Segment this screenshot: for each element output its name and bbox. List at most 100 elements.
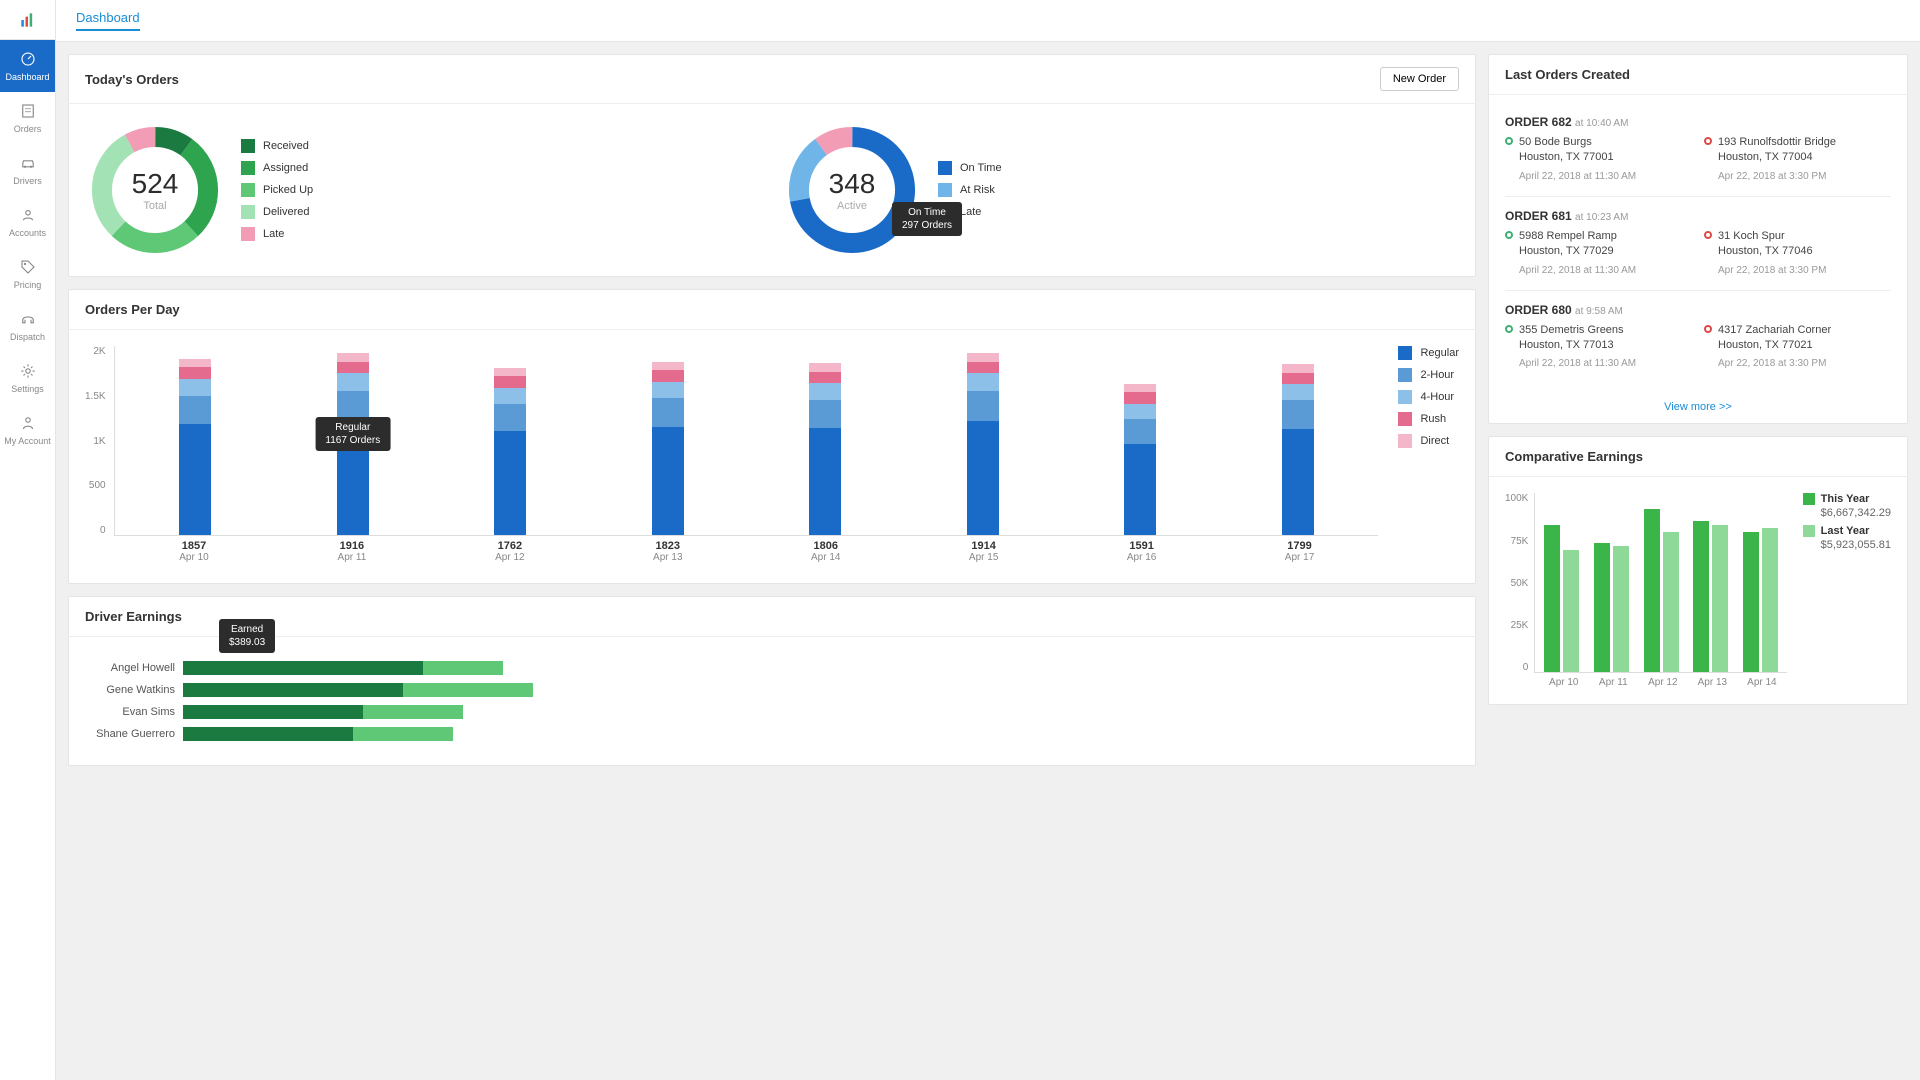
donut-active-tooltip: On Time297 Orders (892, 202, 962, 236)
legend-item: Direct (1398, 434, 1459, 448)
driver-earnings-chart: Earned$389.03Angel HowellGene WatkinsEva… (69, 637, 1475, 765)
legend-item: At Risk (938, 183, 1002, 197)
bar-segment (1282, 373, 1314, 384)
bar-segment (494, 431, 526, 536)
order-item[interactable]: ORDER 680 at 9:58 AM355 Demetris GreensH… (1505, 291, 1891, 384)
orders-per-day-legend: Regular2-Hour4-HourRushDirect (1398, 346, 1459, 567)
bar-group (753, 363, 898, 535)
page-title: Dashboard (76, 10, 140, 31)
dashboard-icon (19, 50, 37, 68)
sidebar-label: Accounts (9, 228, 46, 238)
bar-segment (494, 388, 526, 404)
order-item[interactable]: ORDER 681 at 10:23 AM5988 Rempel RampHou… (1505, 197, 1891, 291)
bar-this-year (1644, 509, 1660, 673)
dropoff-dot-icon (1704, 325, 1712, 333)
bar-segment (967, 391, 999, 421)
sidebar-label: Drivers (13, 176, 42, 186)
bar-segment (652, 398, 684, 427)
bar-segment (337, 362, 369, 373)
donut-total-value: 524 (132, 168, 179, 200)
main: Dashboard Today's Orders New Order (56, 0, 1920, 1080)
driver-tooltip: Earned$389.03 (219, 619, 275, 653)
driver-row: Gene Watkins (85, 683, 1459, 697)
bar-group (438, 368, 583, 535)
bar-this-year (1594, 543, 1610, 673)
donut-total-sub: Total (132, 200, 179, 212)
bar-segment (1282, 400, 1314, 429)
bar-segment (1124, 384, 1156, 393)
sidebar-item-accounts[interactable]: Accounts (0, 196, 55, 248)
driver-bar-segment (423, 661, 503, 675)
sidebar-item-dashboard[interactable]: Dashboard (0, 40, 55, 92)
bar-segment (1124, 444, 1156, 535)
car-icon (19, 154, 37, 172)
sidebar-item-my-account[interactable]: My Account (0, 404, 55, 456)
sidebar-label: Settings (11, 384, 44, 394)
gear-icon (19, 362, 37, 380)
person-icon (19, 414, 37, 432)
sidebar-item-settings[interactable]: Settings (0, 352, 55, 404)
orders-per-day-panel: Orders Per Day 2K1.5K1K5000Regular1167 O… (68, 289, 1476, 584)
sidebar-item-orders[interactable]: Orders (0, 92, 55, 144)
bar-segment (809, 363, 841, 372)
sidebar-item-drivers[interactable]: Drivers (0, 144, 55, 196)
bar-segment (179, 367, 211, 378)
view-more-link[interactable]: View more >> (1489, 391, 1907, 423)
driver-bar-segment (183, 727, 353, 741)
earnings-bar-group (1641, 509, 1681, 673)
headset-icon (19, 310, 37, 328)
driver-bar-segment (363, 705, 463, 719)
bar-segment (652, 427, 684, 535)
bar-group (910, 353, 1055, 535)
bar-segment (179, 396, 211, 425)
bar-group (1225, 364, 1370, 535)
orders-icon (19, 102, 37, 120)
new-order-button[interactable]: New Order (1380, 67, 1459, 91)
earnings-bar-group (1541, 525, 1581, 673)
bar-segment (809, 383, 841, 400)
earnings-bar-group (1741, 528, 1781, 672)
legend-item: Regular (1398, 346, 1459, 360)
order-item[interactable]: ORDER 682 at 10:40 AM50 Bode BurgsHousto… (1505, 103, 1891, 197)
bar-segment (1282, 364, 1314, 373)
orders-per-day-title: Orders Per Day (85, 302, 180, 317)
dropoff-dot-icon (1704, 137, 1712, 145)
legend-item: This Year (1803, 493, 1891, 505)
logo (0, 0, 55, 40)
bar-segment (809, 428, 841, 535)
bar-segment (337, 353, 369, 362)
bar-segment (652, 370, 684, 381)
driver-earnings-header: Driver Earnings (69, 597, 1475, 637)
bar-segment (179, 359, 211, 368)
legend-item: On Time (938, 161, 1002, 175)
bar-segment (652, 382, 684, 398)
bar-this-year (1544, 525, 1560, 673)
sidebar-item-pricing[interactable]: Pricing (0, 248, 55, 300)
sidebar-label: Pricing (14, 280, 42, 290)
driver-row: Evan Sims (85, 705, 1459, 719)
legend-item: Last Year (1803, 525, 1891, 537)
bar-segment (1124, 419, 1156, 444)
earnings-bar-group (1691, 521, 1731, 672)
driver-bar-segment (353, 727, 453, 741)
bar-segment (494, 404, 526, 431)
app-root: Dashboard Orders Drivers Accounts Pricing Dis… (0, 0, 1920, 1080)
right-column: Last Orders Created ORDER 682 at 10:40 A… (1488, 54, 1908, 766)
header: Dashboard (56, 0, 1920, 42)
bar-segment (967, 353, 999, 362)
comparative-earnings-chart: 100K75K50K25K0Apr 10Apr 11Apr 12Apr 13Ap… (1505, 493, 1787, 688)
donuts-row: 524 Total ReceivedAssignedPicked UpDeliv… (69, 104, 1475, 276)
sidebar-item-dispatch[interactable]: Dispatch (0, 300, 55, 352)
donut-active: 348 Active (782, 120, 922, 260)
bar-segment (809, 400, 841, 428)
driver-row: Angel Howell (85, 661, 1459, 675)
donut-total-block: 524 Total ReceivedAssignedPicked UpDeliv… (85, 120, 762, 260)
driver-earnings-title: Driver Earnings (85, 609, 182, 624)
orders-per-day-header: Orders Per Day (69, 290, 1475, 330)
legend-item: Late (241, 227, 313, 241)
todays-orders-panel: Today's Orders New Order 524 Total (68, 54, 1476, 277)
comparative-earnings-panel: Comparative Earnings 100K75K50K25K0Apr 1… (1488, 436, 1908, 705)
earnings-bar-group (1591, 543, 1631, 673)
sidebar-label: Dashboard (5, 72, 49, 82)
bar-group (123, 359, 268, 535)
